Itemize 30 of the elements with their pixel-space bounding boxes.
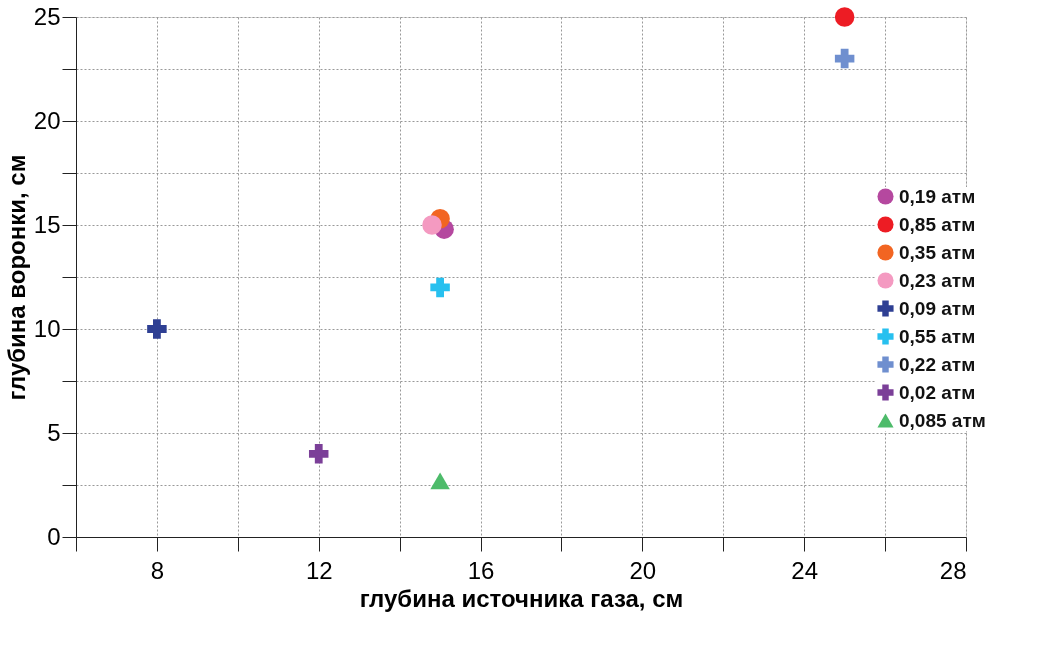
x-tick-label: 20 [629, 556, 657, 584]
legend-label: 0,35 атм [899, 241, 976, 263]
y-tick-label: 0 [47, 522, 61, 550]
point [834, 7, 855, 27]
point [430, 472, 450, 490]
legend-label: 0,23 атм [899, 269, 976, 291]
y-tick-label: 25 [33, 2, 61, 30]
point [430, 277, 450, 298]
x-tick-label: 8 [150, 556, 165, 584]
legend-label: 0,085 атм [899, 409, 986, 431]
legend-label: 0,09 атм [899, 297, 976, 319]
x-tick-label: 24 [791, 556, 819, 584]
x-tick-label: 12 [305, 556, 333, 584]
x-axis-title: глубина источника газа, см [359, 584, 684, 612]
y-tick-label: 5 [47, 418, 61, 446]
legend-label: 0,85 атм [899, 213, 976, 235]
y-axis-title: глубина воронки, см [2, 154, 30, 401]
y-tick-label: 10 [33, 314, 61, 342]
point [834, 48, 855, 69]
point [308, 444, 329, 464]
point [147, 319, 167, 339]
y-tick-label: 20 [33, 106, 61, 134]
point [422, 215, 442, 235]
y-tick-label: 15 [33, 210, 61, 238]
legend-label: 0,22 атм [899, 353, 976, 375]
legend-label: 0,02 атм [899, 381, 976, 403]
legend-label: 0,55 атм [899, 325, 976, 347]
legend-label: 0,19 атм [899, 185, 976, 207]
x-tick-label: 16 [467, 556, 495, 584]
x-tick-label: 28 [939, 556, 967, 584]
